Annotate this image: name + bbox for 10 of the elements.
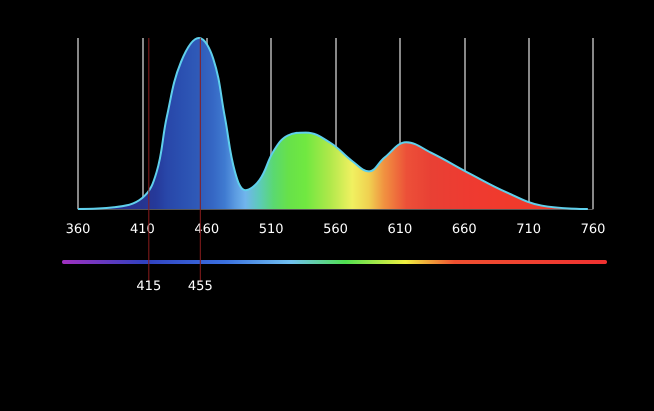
x-tick-label: 710 bbox=[516, 222, 542, 237]
ref-line-label: 415 bbox=[136, 279, 162, 294]
x-tick-label: 660 bbox=[452, 222, 477, 237]
ref-line-label: 455 bbox=[188, 279, 213, 294]
x-tick-label: 360 bbox=[66, 222, 90, 237]
x-tick-label: 610 bbox=[387, 222, 412, 237]
x-tick-label: 560 bbox=[323, 222, 348, 237]
x-tick-label: 410 bbox=[130, 222, 155, 237]
x-tick-label: 760 bbox=[580, 222, 606, 237]
x-tick-label: 510 bbox=[258, 222, 284, 237]
